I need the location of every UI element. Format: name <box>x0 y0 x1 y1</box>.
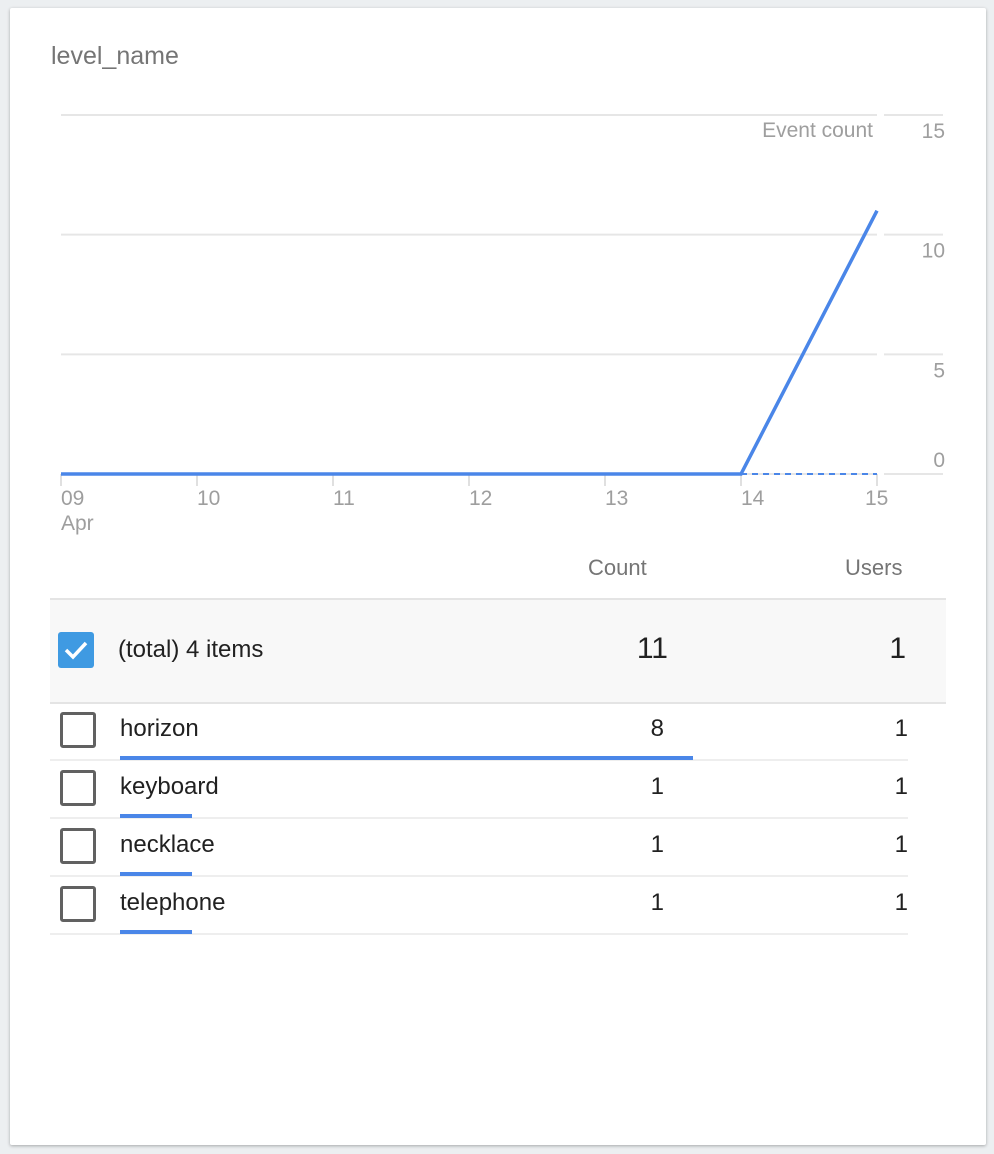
row-users: 1 <box>894 773 908 800</box>
row-label: keyboard <box>120 773 219 800</box>
row-label: necklace <box>120 831 215 858</box>
total-row: (total) 4 items 11 1 <box>50 598 946 704</box>
card-title: level_name <box>51 42 179 70</box>
total-users: 1 <box>889 632 906 665</box>
row-users: 1 <box>894 889 908 916</box>
row-share-bar <box>120 756 693 760</box>
x-tick-label: 10 <box>197 487 220 510</box>
table-row[interactable]: telephone 1 1 <box>50 875 908 935</box>
level-name-card <box>10 8 986 1145</box>
column-header-users[interactable]: Users <box>845 555 903 580</box>
row-count: 8 <box>650 715 664 742</box>
row-share-bar <box>120 814 192 818</box>
x-tick-label: 14 <box>741 487 765 510</box>
row-count: 1 <box>650 831 664 858</box>
table-row[interactable]: horizon 8 1 <box>50 701 908 761</box>
row-count: 1 <box>650 773 664 800</box>
row-label: horizon <box>120 715 199 742</box>
row-label: telephone <box>120 889 226 916</box>
table-row[interactable]: necklace 1 1 <box>50 817 908 877</box>
row-users: 1 <box>894 715 908 742</box>
row-checkbox[interactable] <box>60 770 96 806</box>
column-header-count[interactable]: Count <box>588 555 647 580</box>
row-share-bar <box>120 872 192 876</box>
y-tick-label: 10 <box>922 240 945 263</box>
total-count: 11 <box>636 632 668 665</box>
y-tick-label: 0 <box>933 449 945 472</box>
total-checkbox[interactable] <box>58 632 94 668</box>
row-checkbox[interactable] <box>60 886 96 922</box>
x-tick-label: 09 <box>61 487 84 510</box>
row-share-bar <box>120 930 192 934</box>
x-sublabel: Apr <box>61 512 94 535</box>
x-tick-label: 11 <box>333 487 355 510</box>
total-label: (total) 4 items <box>118 636 264 663</box>
event-count-line <box>61 209 879 476</box>
x-tick-label: 12 <box>469 487 492 510</box>
y-axis-label: Event count <box>762 119 873 142</box>
event-count-chart: Event count 0 5 10 15 09 10 11 12 13 14 15 Apr <box>60 114 945 535</box>
x-tick-label: 15 <box>865 487 888 510</box>
y-tick-label: 5 <box>933 359 945 382</box>
x-tick-label: 13 <box>605 487 628 510</box>
row-count: 1 <box>650 889 664 916</box>
checkmark-icon <box>64 641 88 660</box>
table-row[interactable]: keyboard 1 1 <box>50 759 908 819</box>
row-checkbox[interactable] <box>60 828 96 864</box>
y-tick-label: 15 <box>922 120 945 143</box>
row-users: 1 <box>894 831 908 858</box>
row-checkbox[interactable] <box>60 712 96 748</box>
